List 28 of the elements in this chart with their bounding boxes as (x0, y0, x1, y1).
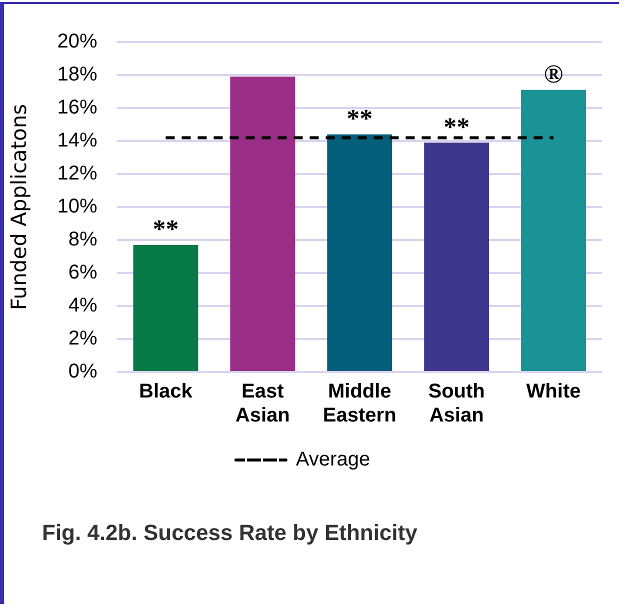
bar (327, 134, 392, 371)
y-tick-label: 4% (68, 294, 98, 317)
y-tick-label: 12% (57, 162, 98, 185)
y-tick-label: 6% (68, 262, 98, 284)
annotation: ** (152, 214, 179, 244)
y-tick-label: 16% (57, 96, 98, 119)
annotation: ** (346, 104, 373, 134)
y-tick-label: 2% (68, 328, 98, 350)
bar (230, 76, 296, 371)
y-tick-label: 8% (68, 228, 98, 251)
y-tick-label: 20% (57, 30, 98, 53)
y-tick-label: 0% (68, 360, 98, 383)
x-tick-label: White (526, 380, 581, 403)
legend-label: Average (296, 448, 370, 471)
y-tick-label: 10% (57, 196, 98, 218)
text: Fig. 4.2b. Success Rate by Ethnicity (42, 520, 418, 546)
y-tick-label: 14% (57, 130, 98, 152)
x-tick-label: Middle Eastern (322, 380, 396, 427)
annotation: ** (444, 112, 470, 142)
bar (133, 244, 198, 371)
y-tick-label: 18% (57, 64, 98, 86)
x-tick-label: South Asian (428, 380, 485, 427)
y-axis-title: Funded Applicatons (7, 104, 32, 310)
x-tick-label: Black (139, 380, 194, 403)
x-tick-label: East Asian (235, 380, 290, 427)
bar (424, 142, 490, 371)
bar (521, 90, 586, 371)
annotation: ® (544, 60, 564, 89)
